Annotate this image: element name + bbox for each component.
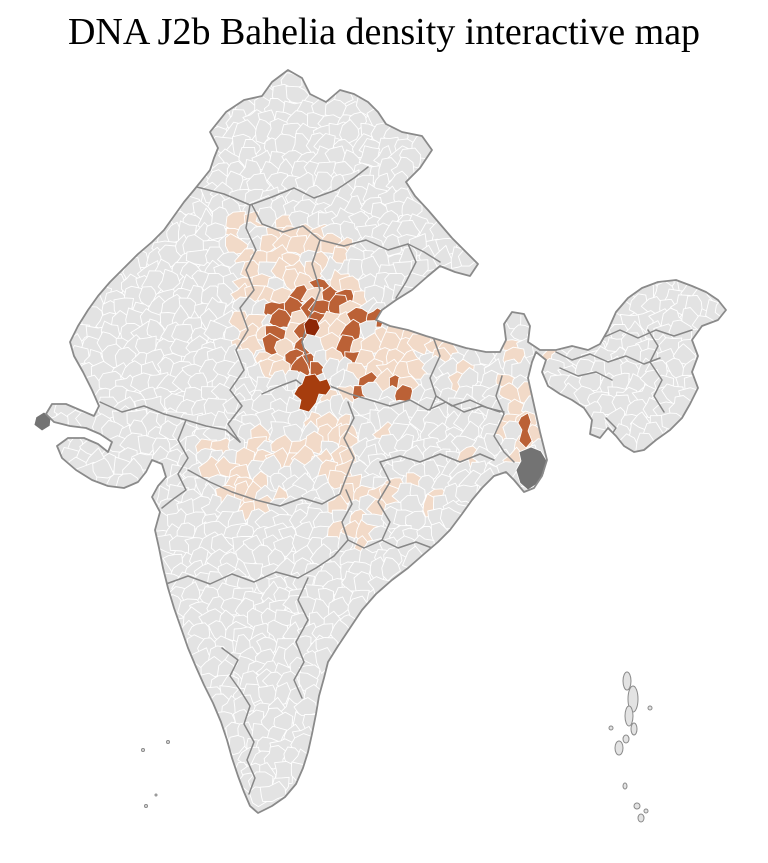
district-cell[interactable] <box>225 233 250 256</box>
district-cell[interactable] <box>92 457 115 479</box>
state-border-line <box>227 204 257 443</box>
island <box>630 722 638 736</box>
state-border-line <box>343 401 355 479</box>
state-border-line <box>239 689 256 795</box>
state-border-line <box>395 243 417 299</box>
state-border-line <box>377 461 391 541</box>
district-cell[interactable] <box>146 318 165 341</box>
district-medium-1[interactable] <box>517 412 533 449</box>
district-cell[interactable] <box>360 332 385 354</box>
state-border-line <box>161 419 189 509</box>
state-border-line <box>429 333 441 411</box>
island <box>637 813 645 823</box>
district-cells[interactable] <box>37 70 736 808</box>
district-cell[interactable] <box>205 222 229 241</box>
district-cell[interactable] <box>339 220 364 243</box>
state-border-line <box>221 647 241 691</box>
state-border-line <box>301 239 321 363</box>
island <box>624 705 634 727</box>
district-cell[interactable] <box>266 171 289 192</box>
island <box>154 793 158 797</box>
district-nodata-1[interactable] <box>515 446 548 491</box>
state-border-line <box>99 401 241 443</box>
state-border-line <box>261 379 501 413</box>
india-outline <box>45 69 727 814</box>
state-border-line <box>435 395 505 413</box>
island <box>608 725 614 731</box>
district-cell[interactable] <box>339 119 360 146</box>
island-group <box>141 671 653 823</box>
district-cell[interactable] <box>285 235 309 257</box>
state-border-line <box>601 329 693 339</box>
district-cell[interactable] <box>259 780 287 802</box>
state-border-line <box>493 375 515 463</box>
district-cell[interactable] <box>228 735 246 756</box>
island <box>622 782 628 790</box>
island <box>622 734 630 744</box>
island <box>622 671 632 691</box>
district-cell[interactable] <box>381 556 401 582</box>
island <box>647 705 653 711</box>
island <box>144 804 148 808</box>
highlighted-districts[interactable] <box>33 317 548 491</box>
district-cell[interactable] <box>511 355 536 382</box>
island <box>141 748 145 752</box>
state-border-line <box>165 489 353 585</box>
state-border-line <box>555 351 661 365</box>
district-cell[interactable] <box>578 370 601 392</box>
island <box>643 808 649 814</box>
district-highest-1[interactable] <box>303 317 321 337</box>
state-border-line <box>293 577 309 699</box>
state-border-line <box>347 539 433 549</box>
state-border-line <box>251 204 441 263</box>
island <box>166 740 170 744</box>
district-high-1[interactable] <box>293 373 332 413</box>
state-border-line <box>196 166 369 206</box>
state-borders <box>99 166 693 795</box>
state-border-line <box>187 469 347 507</box>
island <box>614 740 624 756</box>
district-nodata-2[interactable] <box>33 411 52 432</box>
state-border-line <box>379 453 495 463</box>
state-border-line <box>559 367 613 381</box>
district-cell[interactable] <box>137 435 157 455</box>
page-title: DNA J2b Bahelia density interactive map <box>67 11 701 53</box>
district-cell[interactable] <box>185 249 211 266</box>
state-border-line <box>647 329 665 413</box>
island <box>633 802 641 810</box>
district-cell[interactable] <box>268 308 294 329</box>
